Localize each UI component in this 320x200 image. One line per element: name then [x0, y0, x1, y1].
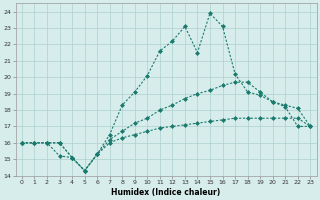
X-axis label: Humidex (Indice chaleur): Humidex (Indice chaleur) [111, 188, 221, 197]
